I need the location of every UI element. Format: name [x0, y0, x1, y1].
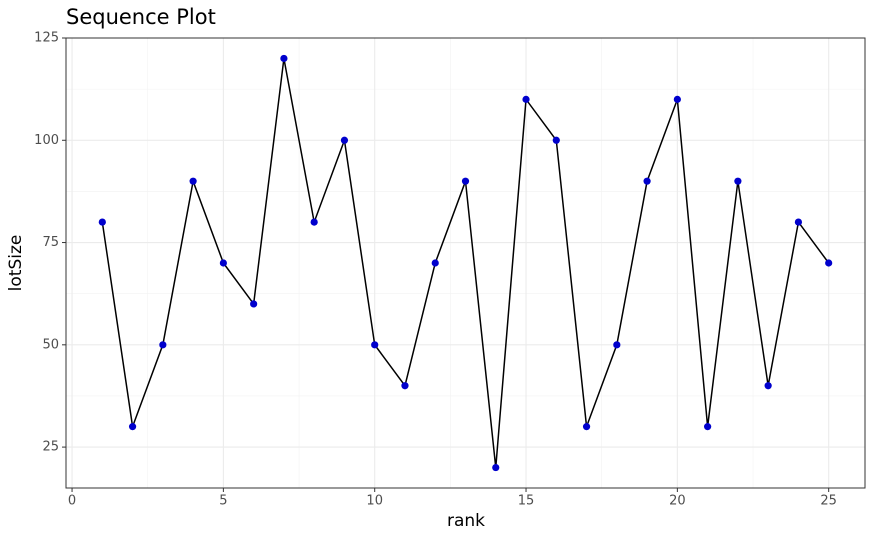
point	[310, 218, 318, 226]
point	[704, 423, 712, 431]
point	[552, 136, 560, 144]
point	[461, 177, 470, 185]
chart-title: Sequence Plot	[66, 5, 216, 29]
point	[613, 341, 621, 349]
y-tick-label: 125	[34, 31, 59, 46]
point	[401, 382, 409, 390]
y-tick-label: 100	[34, 133, 59, 148]
x-tick-label: 0	[68, 494, 76, 509]
x-tick-label: 5	[219, 494, 227, 509]
point	[582, 423, 591, 431]
y-tick-label: 25	[42, 440, 59, 455]
x-tick-label: 10	[366, 494, 383, 509]
point	[371, 341, 379, 349]
panel-border	[65, 37, 866, 489]
point	[189, 177, 197, 185]
point	[219, 259, 227, 267]
point	[98, 218, 106, 226]
x-tick-label: 20	[669, 494, 686, 509]
x-tick-label: 15	[518, 494, 535, 509]
y-axis-label: lotSize	[6, 235, 26, 292]
point	[794, 218, 803, 226]
point	[492, 463, 500, 472]
point	[431, 259, 439, 267]
point	[764, 382, 772, 390]
y-tick-label: 75	[42, 235, 59, 250]
point	[159, 341, 167, 349]
point	[825, 259, 833, 267]
point	[280, 54, 288, 63]
point	[673, 95, 681, 103]
point	[522, 95, 530, 103]
point	[643, 177, 651, 185]
point	[734, 177, 742, 185]
y-tick-label: 50	[42, 337, 59, 352]
x-tick-label: 25	[820, 494, 837, 509]
x-axis-label: rank	[447, 511, 485, 531]
point	[340, 136, 349, 144]
point	[250, 300, 258, 308]
point	[128, 423, 137, 431]
